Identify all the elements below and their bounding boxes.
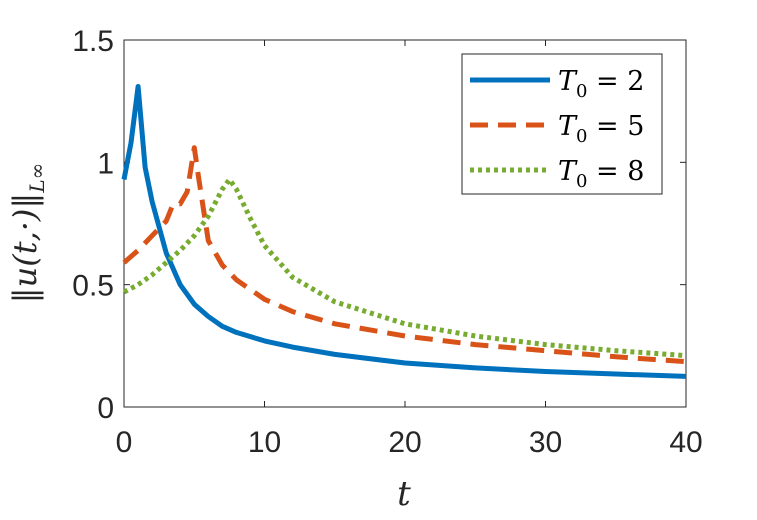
y-tick-label: 0 <box>97 392 114 425</box>
x-tick-label: 30 <box>529 426 562 459</box>
legend-label-1: T0 = 2 <box>558 66 644 102</box>
legend: T0 = 2T0 = 5T0 = 8 <box>461 53 663 195</box>
legend-label-3: T0 = 8 <box>558 156 644 192</box>
plot-area <box>121 84 687 379</box>
legend-label-main: T <box>558 66 578 97</box>
x-tick-label: 20 <box>388 426 421 459</box>
tick-labels: 0 10 20 30 40 0 0.5 1 1.5 <box>72 25 702 459</box>
y-axis-label-main: ‖u(t,·)‖ <box>6 193 44 304</box>
y-axis-label-group: ‖u(t,·)‖L∞ <box>6 163 49 304</box>
y-tick-label: 1.5 <box>72 25 114 58</box>
x-tick-label: 0 <box>116 426 133 459</box>
legend-label-subscript: 0 <box>576 81 587 102</box>
series-line-3 <box>122 177 687 359</box>
y-tick-label: 1 <box>97 147 114 180</box>
axes <box>123 39 687 408</box>
legend-label-main: T <box>558 111 578 142</box>
legend-label-2: T0 = 5 <box>558 111 644 147</box>
legend-label-subscript: 0 <box>576 171 587 192</box>
x-tick-label: 10 <box>248 426 281 459</box>
y-axis-label-subscript: L∞ <box>25 163 49 194</box>
y-tick-label: 0.5 <box>72 270 114 303</box>
series-line-1 <box>121 84 687 379</box>
legend-label-rest: = 5 <box>587 111 644 142</box>
y-axis-label: ‖u(t,·)‖L∞ <box>6 163 49 304</box>
x-axis-label: t <box>397 474 411 514</box>
legend-label-main: T <box>558 156 578 187</box>
x-tick-label: 40 <box>669 426 702 459</box>
legend-label-rest: = 2 <box>587 66 644 97</box>
legend-label-subscript: 0 <box>576 126 587 147</box>
axis-labels: t ‖u(t,·)‖L∞ <box>6 163 411 514</box>
series-line-2 <box>122 145 687 365</box>
legend-label-rest: = 8 <box>587 156 644 187</box>
